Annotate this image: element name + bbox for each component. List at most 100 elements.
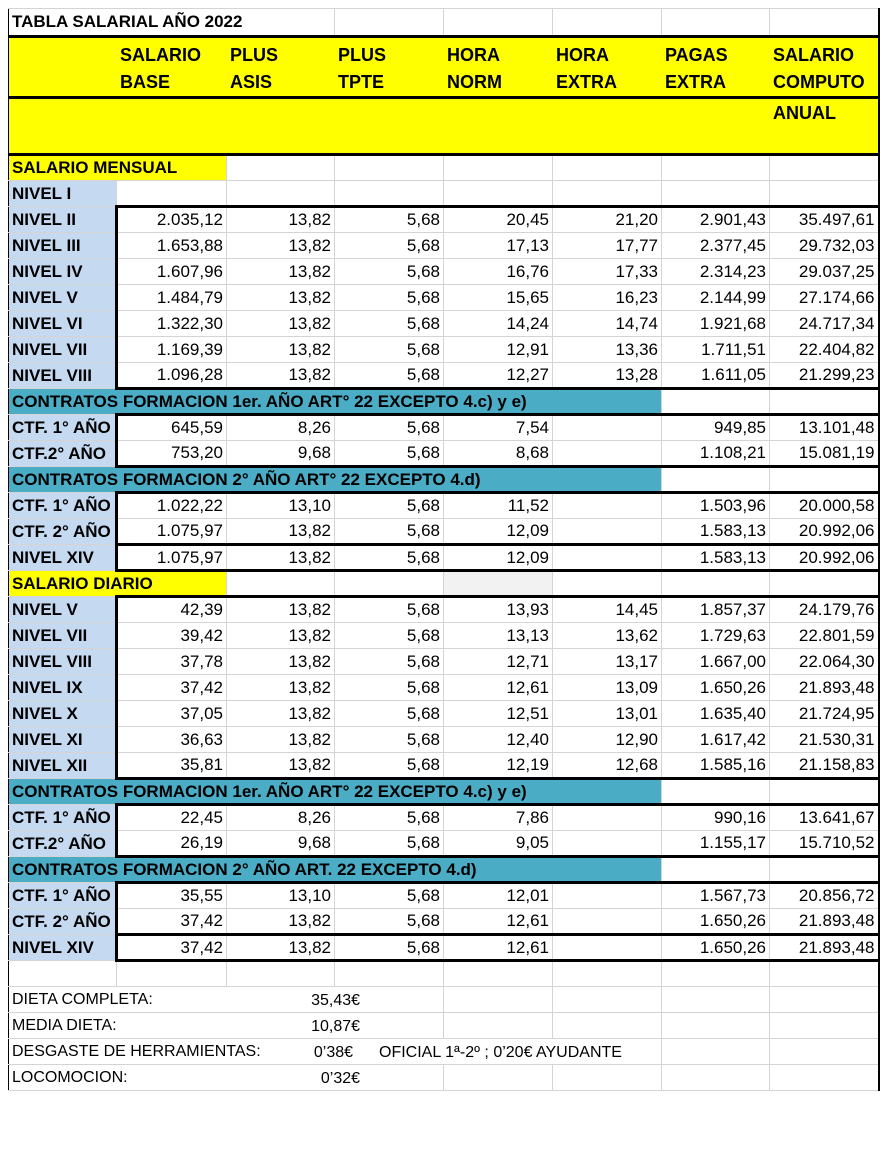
value-cell[interactable]: 13,82 [225,336,336,363]
value-cell[interactable]: 37,05 [115,700,227,727]
value-cell[interactable]: 13,13 [443,622,554,649]
value-cell[interactable]: 5,68 [334,622,445,649]
empty-cell[interactable] [552,960,663,987]
value-cell[interactable]: 13,82 [225,726,336,753]
value-cell[interactable]: 5,68 [334,726,445,753]
value-cell[interactable]: 5,68 [334,700,445,727]
value-cell[interactable]: 11,52 [443,491,554,519]
value-cell[interactable]: 20.856,72 [769,881,880,909]
level-label[interactable]: NIVEL V [8,284,117,311]
value-cell[interactable]: 1.921,68 [661,310,771,337]
empty-cell[interactable] [661,1012,771,1039]
value-cell[interactable]: 24.179,76 [769,595,880,623]
value-cell[interactable] [334,180,445,207]
empty-cell[interactable] [769,570,880,597]
value-cell[interactable] [661,180,771,207]
empty-cell[interactable] [769,8,880,37]
value-cell[interactable]: 21,20 [552,205,663,233]
empty-cell[interactable] [769,1012,880,1039]
value-cell[interactable]: 35,55 [115,881,227,909]
empty-cell[interactable] [661,960,771,987]
level-label[interactable]: CTF. 1° AÑO [8,804,117,831]
empty-cell[interactable] [225,570,336,597]
value-cell[interactable]: 21.724,95 [769,700,880,727]
value-cell[interactable]: 1.503,96 [661,491,771,519]
value-cell[interactable]: 5,68 [334,933,445,962]
value-cell[interactable]: 5,68 [334,752,445,780]
value-cell[interactable]: 37,42 [115,933,227,962]
value-cell[interactable] [552,491,663,519]
value-cell[interactable]: 21.893,48 [769,908,880,936]
value-cell[interactable]: 15,65 [443,284,554,311]
value-cell[interactable] [552,881,663,909]
value-cell[interactable]: 13,28 [552,362,663,390]
level-label[interactable]: NIVEL V [8,596,117,623]
level-label[interactable]: NIVEL IX [8,674,117,701]
empty-cell[interactable] [661,388,771,415]
value-cell[interactable]: 1.583,13 [661,518,771,546]
value-cell[interactable]: 5,68 [334,491,445,519]
value-cell[interactable]: 12,61 [443,674,554,701]
value-cell[interactable]: 5,68 [334,440,445,468]
note-cell[interactable]: MEDIA DIETA: 10,87€ [7,1012,445,1039]
value-cell[interactable]: 37,42 [115,908,227,936]
value-cell[interactable]: 20.992,06 [769,518,880,546]
value-cell[interactable]: 5,68 [334,232,445,259]
value-cell[interactable]: 12,27 [443,362,554,390]
value-cell[interactable]: 13,01 [552,700,663,727]
value-cell[interactable]: 21.158,83 [769,752,880,780]
empty-cell[interactable] [552,986,663,1013]
value-cell[interactable]: 2.901,43 [661,205,771,233]
value-cell[interactable]: 8,26 [225,803,336,831]
value-cell[interactable]: 5,68 [334,284,445,311]
value-cell[interactable]: 2.144,99 [661,284,771,311]
level-label[interactable]: NIVEL XII [8,752,117,779]
level-label[interactable]: CTF. 1° AÑO [8,882,117,909]
empty-cell[interactable] [443,960,554,987]
level-label[interactable]: NIVEL XI [8,726,117,753]
empty-cell[interactable] [8,960,117,987]
value-cell[interactable]: 22.064,30 [769,648,880,675]
value-cell[interactable]: 15.710,52 [769,830,880,858]
value-cell[interactable]: 37,42 [115,674,227,701]
value-cell[interactable]: 16,76 [443,258,554,285]
column-header[interactable]: HORA NORM [443,35,554,99]
value-cell[interactable]: 7,86 [443,803,554,831]
level-label[interactable]: NIVEL XIV [8,544,117,571]
value-cell[interactable]: 8,68 [443,440,554,468]
level-label[interactable]: NIVEL XIV [8,934,117,961]
value-cell[interactable]: 1.711,51 [661,336,771,363]
value-cell[interactable] [552,518,663,546]
level-label[interactable]: NIVEL VIII [8,648,117,675]
value-cell[interactable]: 37,78 [115,648,227,675]
value-cell[interactable] [116,180,227,207]
value-cell[interactable]: 5,68 [334,674,445,701]
value-cell[interactable]: 13,82 [225,543,336,572]
column-header-line3[interactable] [116,97,227,156]
value-cell[interactable]: 39,42 [115,622,227,649]
value-cell[interactable]: 5,68 [334,258,445,285]
value-cell[interactable]: 5,68 [334,648,445,675]
value-cell[interactable]: 1.567,73 [661,881,771,909]
value-cell[interactable]: 35,81 [115,752,227,780]
level-label[interactable]: CTF. 2° AÑO [8,908,117,935]
value-cell[interactable]: 13,82 [225,908,336,936]
value-cell[interactable]: 5,68 [334,413,445,441]
empty-cell[interactable] [334,570,445,597]
note-cell[interactable]: LOCOMOCION: 0’32€ [7,1064,445,1091]
value-cell[interactable]: 1.022,22 [115,491,227,519]
value-cell[interactable]: 5,68 [334,205,445,233]
value-cell[interactable] [769,180,880,207]
value-cell[interactable]: 949,85 [661,413,771,441]
value-cell[interactable]: 9,68 [225,440,336,468]
empty-cell[interactable] [661,986,771,1013]
value-cell[interactable]: 1.096,28 [115,362,227,390]
value-cell[interactable]: 36,63 [115,726,227,753]
value-cell[interactable]: 12,09 [443,543,554,572]
empty-cell[interactable] [769,778,880,805]
level-label[interactable]: NIVEL VII [8,622,117,649]
empty-cell[interactable] [116,960,227,987]
value-cell[interactable]: 2.377,45 [661,232,771,259]
value-cell[interactable]: 1.857,37 [661,595,771,623]
value-cell[interactable]: 13,82 [225,752,336,780]
